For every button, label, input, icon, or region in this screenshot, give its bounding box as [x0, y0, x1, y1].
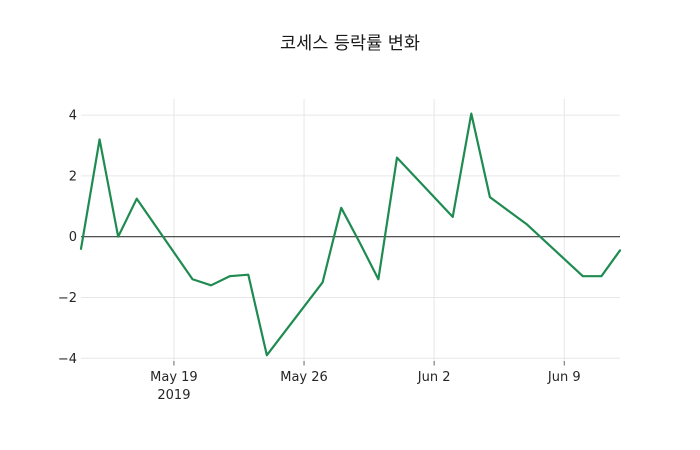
x-tick-label: May 19: [150, 370, 198, 385]
y-tick-label: −4: [58, 352, 77, 367]
y-tick-label: 0: [69, 230, 77, 245]
x-tick-label: Jun 9: [547, 370, 581, 385]
y-tick-label: −2: [58, 291, 77, 306]
v-gridlines: [173, 99, 565, 361]
series-line-group: [79, 112, 622, 357]
x-tick-label: Jun 2: [417, 370, 451, 385]
x-tick-marks: [173, 361, 565, 366]
x-tick-label: May 26: [280, 370, 328, 385]
chart-title: 코세스 등락률 변화: [280, 34, 420, 54]
x-axis-labels: May 19 2019 May 26 Jun 2 Jun 9: [150, 370, 580, 403]
y-axis-labels: 4 2 0 −2 −4: [58, 109, 77, 367]
series-line: [79, 112, 622, 357]
y-tick-label: 4: [69, 109, 77, 124]
y-tick-label: 2: [69, 169, 77, 184]
x-tick-sublabel: 2019: [157, 388, 190, 403]
